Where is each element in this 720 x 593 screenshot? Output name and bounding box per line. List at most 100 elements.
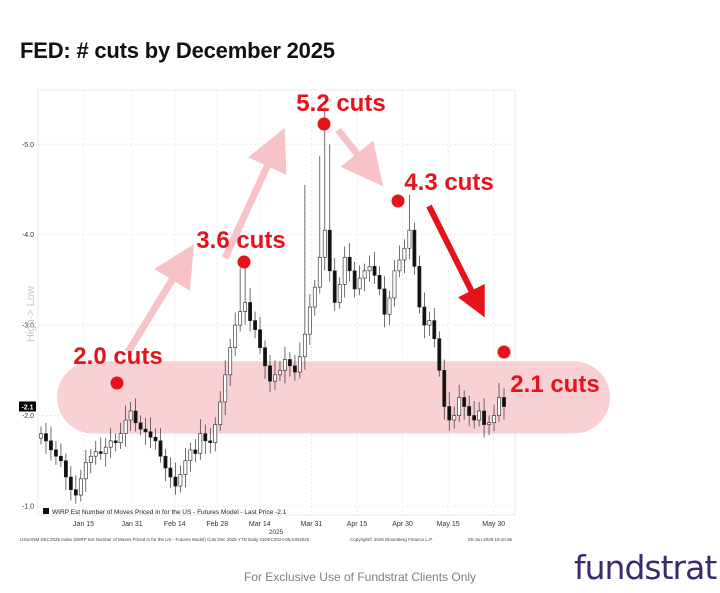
page-title: FED: # cuts by December 2025 xyxy=(20,38,335,63)
x-tick-label: Apr 15 xyxy=(347,521,368,528)
candle-body xyxy=(153,436,158,442)
candle-body xyxy=(49,440,53,451)
candle-body xyxy=(317,256,322,288)
x-tick-label: May 15 xyxy=(437,521,460,528)
candle-body xyxy=(302,333,307,358)
candle-body xyxy=(253,320,257,330)
candle-body xyxy=(203,433,208,442)
candle-body xyxy=(44,433,48,442)
candle-body xyxy=(362,270,367,279)
trend-arrow-light xyxy=(221,127,287,260)
candle-body xyxy=(73,489,78,496)
x-tick-label: Feb 28 xyxy=(206,521,228,528)
candle-body xyxy=(198,433,203,454)
candle-body xyxy=(163,455,168,469)
candle-body xyxy=(208,440,213,443)
candle-body xyxy=(223,374,228,403)
annotation-marker xyxy=(391,194,405,208)
trend-arrow-light xyxy=(335,127,384,187)
annotation-label: 2.1 cuts xyxy=(510,371,599,398)
x-axis-year-label: 2025 xyxy=(269,529,284,536)
candle-body xyxy=(382,288,387,315)
annotation-layer: 2.0 cuts 3.6 cuts 5.2 cuts 4.3 cuts 2.1 cuts xyxy=(73,90,599,398)
legend-label: WIRP Est Number of Moves Priced in for t… xyxy=(52,509,287,516)
candle-body xyxy=(168,467,173,478)
candle-body xyxy=(357,277,362,290)
candle-body xyxy=(113,440,118,443)
last-price-tag-label: -2.1 xyxy=(21,404,33,411)
x-tick-label: Jan 31 xyxy=(122,521,143,528)
band-layer xyxy=(57,361,610,434)
candle-body xyxy=(312,286,317,308)
annotation-label: 5.2 cuts xyxy=(296,90,385,117)
candle-body xyxy=(477,410,482,421)
candle-body xyxy=(68,476,73,490)
candle-body xyxy=(39,433,43,439)
annotation-label: 3.6 cuts xyxy=(196,227,285,254)
candle-body xyxy=(467,406,472,416)
candle-body xyxy=(322,229,327,258)
trend-arrow-light xyxy=(125,244,194,354)
candle-body xyxy=(452,415,457,421)
grid-layer xyxy=(38,90,515,515)
annotation-label: 4.3 cuts xyxy=(404,169,493,196)
x-tick-label: Mar 31 xyxy=(301,521,323,528)
candle-body xyxy=(83,462,88,480)
candle-body xyxy=(108,440,113,448)
candle-body xyxy=(293,365,297,373)
x-tick-label: Mar 14 xyxy=(249,521,271,528)
candle-body xyxy=(437,338,442,371)
candle-body xyxy=(93,451,98,457)
y-tick-label: -4.0 xyxy=(22,232,34,239)
candle-body xyxy=(233,324,238,349)
candle-body xyxy=(63,460,68,478)
axis-layer: -1.0 -2.0 -3.0 -4.0 -5.0 Jan 15 Jan 31 Feb 14 Fe… xyxy=(19,142,505,528)
candle-body xyxy=(98,451,103,454)
candle-body xyxy=(193,449,198,454)
candle-layer xyxy=(39,107,506,504)
candle-body xyxy=(372,266,377,276)
candle-body xyxy=(492,415,496,424)
timestamp-text: 05-Jun-2025 16:10:36 xyxy=(468,537,513,542)
candle-body xyxy=(59,455,63,462)
candle-body xyxy=(297,356,302,373)
candle-body xyxy=(392,270,397,299)
candle-body xyxy=(412,229,417,267)
candle-body xyxy=(258,329,262,349)
annotation-marker xyxy=(317,117,331,131)
candle-body xyxy=(88,455,93,463)
candle-body xyxy=(497,397,501,416)
highlight-band xyxy=(57,361,610,434)
candle-body xyxy=(337,284,342,303)
candle-body xyxy=(487,422,491,425)
y-tick-label: -3.0 xyxy=(22,323,34,330)
candle-body xyxy=(248,302,252,321)
arrow-layer xyxy=(125,127,485,354)
candle-body xyxy=(427,320,432,326)
candle-body xyxy=(367,266,372,272)
candle-body xyxy=(218,401,223,425)
candle-body xyxy=(213,424,218,443)
candle-body xyxy=(462,397,467,407)
candle-body xyxy=(327,229,332,272)
x-tick-label: Jan 15 xyxy=(73,521,94,528)
source-text: USSANM DEC2025 Index (WIRP Est Number of… xyxy=(20,537,310,542)
x-tick-label: Apr 30 xyxy=(392,521,413,528)
legend-swatch xyxy=(43,508,49,514)
candle-body xyxy=(54,449,58,457)
candle-body xyxy=(123,419,128,434)
y-axis-label: High-> Low xyxy=(25,286,37,342)
candle-body xyxy=(228,347,233,376)
candle-body xyxy=(103,446,108,454)
candle-body xyxy=(263,347,267,367)
candle-body xyxy=(502,397,506,407)
candle-body xyxy=(442,370,447,407)
candle-body xyxy=(407,229,412,249)
candle-body xyxy=(133,410,138,424)
candle-body xyxy=(377,275,382,290)
candle-body xyxy=(472,415,477,421)
candle-body xyxy=(332,270,337,303)
candle-body xyxy=(158,440,163,457)
candle-body xyxy=(422,306,427,326)
